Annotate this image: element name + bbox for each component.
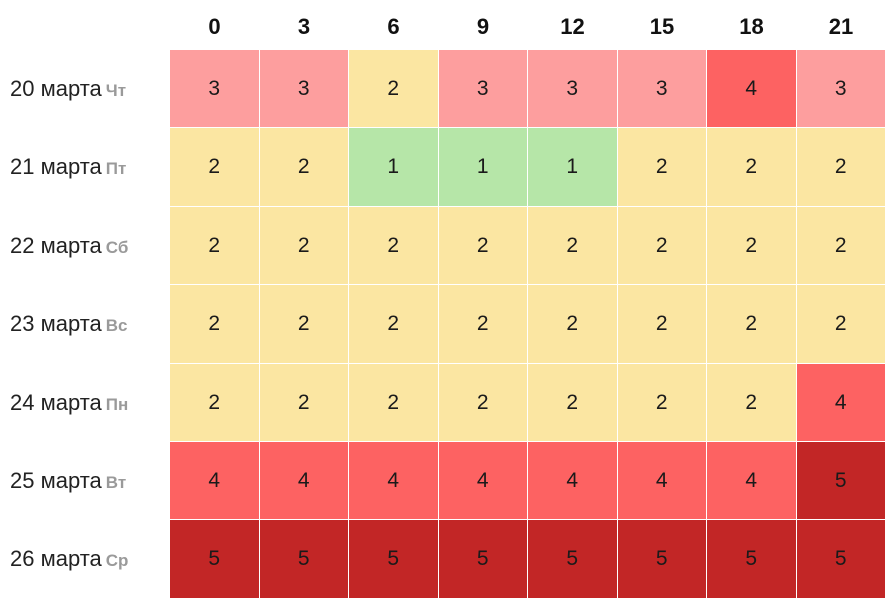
heatmap-cell: 3 [170, 50, 260, 129]
heatmap-cell: 4 [170, 442, 260, 521]
column-label-9: 9 [476, 14, 490, 39]
heatmap-cell: 3 [528, 50, 618, 129]
heatmap-cell: 2 [438, 285, 528, 364]
row-weekday: Пт [105, 159, 127, 179]
row-label: 23 марта Вс [10, 285, 128, 363]
heatmap-cell: 2 [259, 363, 349, 442]
heatmap-cell: 2 [796, 128, 886, 207]
column-label-15: 15 [649, 14, 675, 39]
row-date: 21 марта [10, 154, 102, 180]
row-label: 24 марта Пн [10, 364, 128, 442]
heatmap-cell: 2 [438, 206, 528, 286]
heatmap-cell: 2 [259, 206, 349, 286]
row-date: 20 марта [10, 76, 102, 101]
heatmap-cell: 2 [528, 206, 618, 286]
row-label: 20 марта Чт [10, 50, 126, 128]
heatmap-cell: 5 [796, 520, 886, 599]
heatmap-cell: 2 [170, 285, 260, 364]
heatmap-cell: 2 [259, 285, 349, 364]
row-weekday: Ср [105, 551, 129, 571]
heatmap-cell: 2 [796, 206, 886, 286]
row-date: 22 марта [10, 232, 102, 258]
column-label-0: 0 [208, 14, 221, 39]
column-label-12: 12 [560, 14, 585, 39]
heatmap-cell: 2 [617, 285, 707, 364]
row-label: 21 марта Пт [10, 128, 126, 206]
heatmap-cell: 2 [349, 206, 439, 286]
row-label: 25 марта Вт [10, 442, 126, 520]
heatmap-cell: 5 [349, 520, 439, 599]
heatmap-cell: 2 [617, 363, 707, 442]
heatmap-cell: 5 [259, 520, 349, 599]
heatmap-cell: 2 [707, 128, 797, 207]
row-date: 24 марта [10, 389, 102, 415]
heatmap-cell: 4 [259, 442, 349, 521]
heatmap-cell: 5 [617, 520, 707, 599]
column-label-21: 21 [828, 14, 854, 39]
heatmap-cell: 5 [707, 520, 797, 599]
heatmap-cell: 2 [707, 285, 797, 364]
row-weekday: Чт [105, 81, 127, 100]
heatmap-cell: 4 [796, 363, 886, 442]
row-label: 26 марта Ср [10, 520, 128, 598]
heatmap-cell: 1 [349, 128, 439, 207]
column-label-3: 3 [297, 14, 311, 39]
heatmap-cell: 3 [438, 50, 528, 129]
heatmap-cell: 2 [617, 128, 707, 207]
heatmap-cell: 3 [796, 50, 886, 129]
heatmap-cell: 2 [707, 206, 797, 286]
heatmap-cell: 4 [617, 442, 707, 521]
heatmap-cell: 2 [170, 363, 260, 442]
heatmap-cell: 4 [438, 442, 528, 521]
heatmap-cell: 2 [438, 363, 528, 442]
heatmap-cell: 1 [528, 128, 618, 207]
heatmap-cell: 2 [707, 363, 797, 442]
heatmap-cell: 3 [259, 50, 349, 129]
heatmap-cell: 2 [259, 128, 349, 207]
heatmap-cell: 5 [528, 520, 618, 599]
row-date: 26 марта [10, 546, 102, 572]
heatmap-cell: 5 [796, 442, 886, 521]
heatmap-cell: 4 [707, 442, 797, 521]
column-label-18: 18 [739, 14, 764, 39]
heatmap-cell: 2 [349, 285, 439, 364]
heatmap-cell: 2 [349, 50, 439, 129]
row-weekday: Вт [105, 473, 127, 492]
heatmap-cell: 2 [796, 285, 886, 364]
heatmap-cell: 1 [438, 128, 528, 207]
row-date: 23 марта [10, 311, 102, 337]
heatmap-cell: 2 [528, 285, 618, 364]
heatmap-cell: 2 [170, 128, 260, 207]
row-date: 25 марта [10, 468, 102, 493]
heatmap-cell: 2 [617, 206, 707, 286]
heatmap-cell: 2 [349, 363, 439, 442]
heatmap-cell: 2 [528, 363, 618, 442]
heatmap-cell: 4 [707, 50, 797, 129]
column-label-6: 6 [387, 14, 400, 39]
heatmap-cell: 4 [528, 442, 618, 521]
heatmap-cell: 2 [170, 206, 260, 286]
row-weekday: Вс [105, 316, 128, 336]
row-weekday: Пн [105, 394, 129, 414]
heatmap-cell: 4 [349, 442, 439, 521]
heatmap-cell: 3 [617, 50, 707, 129]
heatmap-cell: 5 [438, 520, 528, 599]
row-label: 22 марта Сб [10, 207, 128, 285]
heatmap-cell: 5 [170, 520, 260, 599]
row-weekday: Сб [105, 237, 129, 257]
